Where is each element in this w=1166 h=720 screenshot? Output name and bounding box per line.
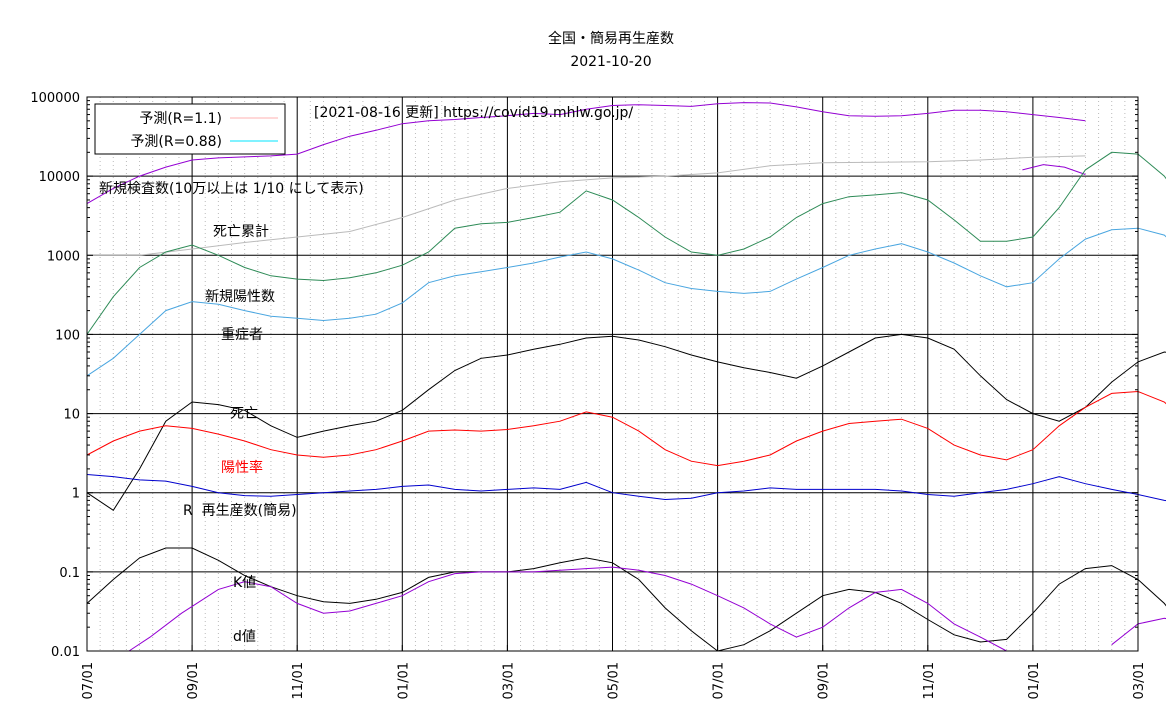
label-positivity: 陽性率 — [221, 459, 263, 476]
y-axis: 0.01 0.1 1 10 100 1000 10000 100000 — [30, 91, 1138, 660]
series-line-10 — [1111, 617, 1166, 646]
label-r: R 再生産数(簡易) — [183, 503, 297, 519]
legend-box — [94, 103, 286, 155]
x-tick-label: 09/01 — [817, 662, 832, 699]
y-tick-label: 0.01 — [51, 645, 80, 660]
series-line-5 — [86, 333, 1166, 512]
y-tick-label: 1 — [72, 487, 80, 502]
x-tick-label: 03/01 — [501, 662, 516, 699]
source-note: [2021-08-16 更新] https://covid19.mhlw.go.… — [314, 105, 633, 121]
x-tick-label: 01/01 — [1027, 662, 1042, 699]
label-deaths: 死亡 — [230, 406, 258, 422]
y-tick-label: 100000 — [30, 91, 80, 106]
y-tick-label: 10000 — [39, 170, 80, 185]
legend: 予測(R=1.1) 予測(R=0.88) — [94, 103, 286, 155]
series-layer — [86, 102, 1166, 652]
minor-grid — [99, 97, 1126, 651]
y-tick-label: 10 — [63, 408, 80, 423]
label-d: d値 — [233, 629, 256, 645]
series-line-6 — [86, 547, 1166, 652]
series-line-3 — [86, 151, 1166, 335]
series-line-7 — [86, 390, 1166, 467]
x-axis: 07/01 09/01 11/01 01/01 03/01 05/01 07/01 09/01… — [81, 645, 1147, 699]
annotations: 新規検査数(10万以上は 1/10 にして表示) 死亡累計 新規陽性数 重症者 … — [99, 181, 364, 645]
series-line-2 — [87, 155, 1086, 256]
x-tick-label: 05/01 — [607, 662, 622, 699]
chart-subtitle: 2021-10-20 — [570, 54, 651, 70]
label-severe: 重症者 — [221, 327, 263, 343]
x-tick-label: 11/01 — [291, 662, 306, 699]
label-new-cases: 新規陽性数 — [205, 289, 275, 305]
legend-label-r088: 予測(R=0.88) — [130, 134, 222, 150]
x-tick-label: 07/01 — [81, 662, 96, 699]
label-cum-deaths: 死亡累計 — [213, 224, 269, 240]
legend-label-r11: 予測(R=1.1) — [139, 111, 222, 127]
plot-frame — [86, 96, 1139, 652]
y-tick-label: 100 — [55, 328, 80, 343]
y-tick-label: 1000 — [47, 249, 80, 264]
x-tick-label: 11/01 — [922, 662, 937, 699]
y-tick-label: 0.1 — [59, 566, 80, 581]
major-grid — [87, 97, 1138, 651]
series-line-4 — [86, 227, 1166, 377]
series-line-1 — [1022, 164, 1086, 175]
label-tests: 新規検査数(10万以上は 1/10 にして表示) — [99, 181, 364, 197]
label-k: K値 — [233, 575, 256, 591]
series-line-0 — [86, 102, 1086, 205]
x-tick-label: 01/01 — [396, 662, 411, 699]
series-line-9 — [128, 566, 1007, 652]
x-tick-label: 07/01 — [712, 662, 727, 699]
series-line-8 — [86, 474, 1166, 502]
chart-title: 全国・簡易再生産数 — [548, 30, 674, 47]
x-tick-label: 03/01 — [1132, 662, 1147, 699]
x-tick-label: 09/01 — [186, 662, 201, 699]
